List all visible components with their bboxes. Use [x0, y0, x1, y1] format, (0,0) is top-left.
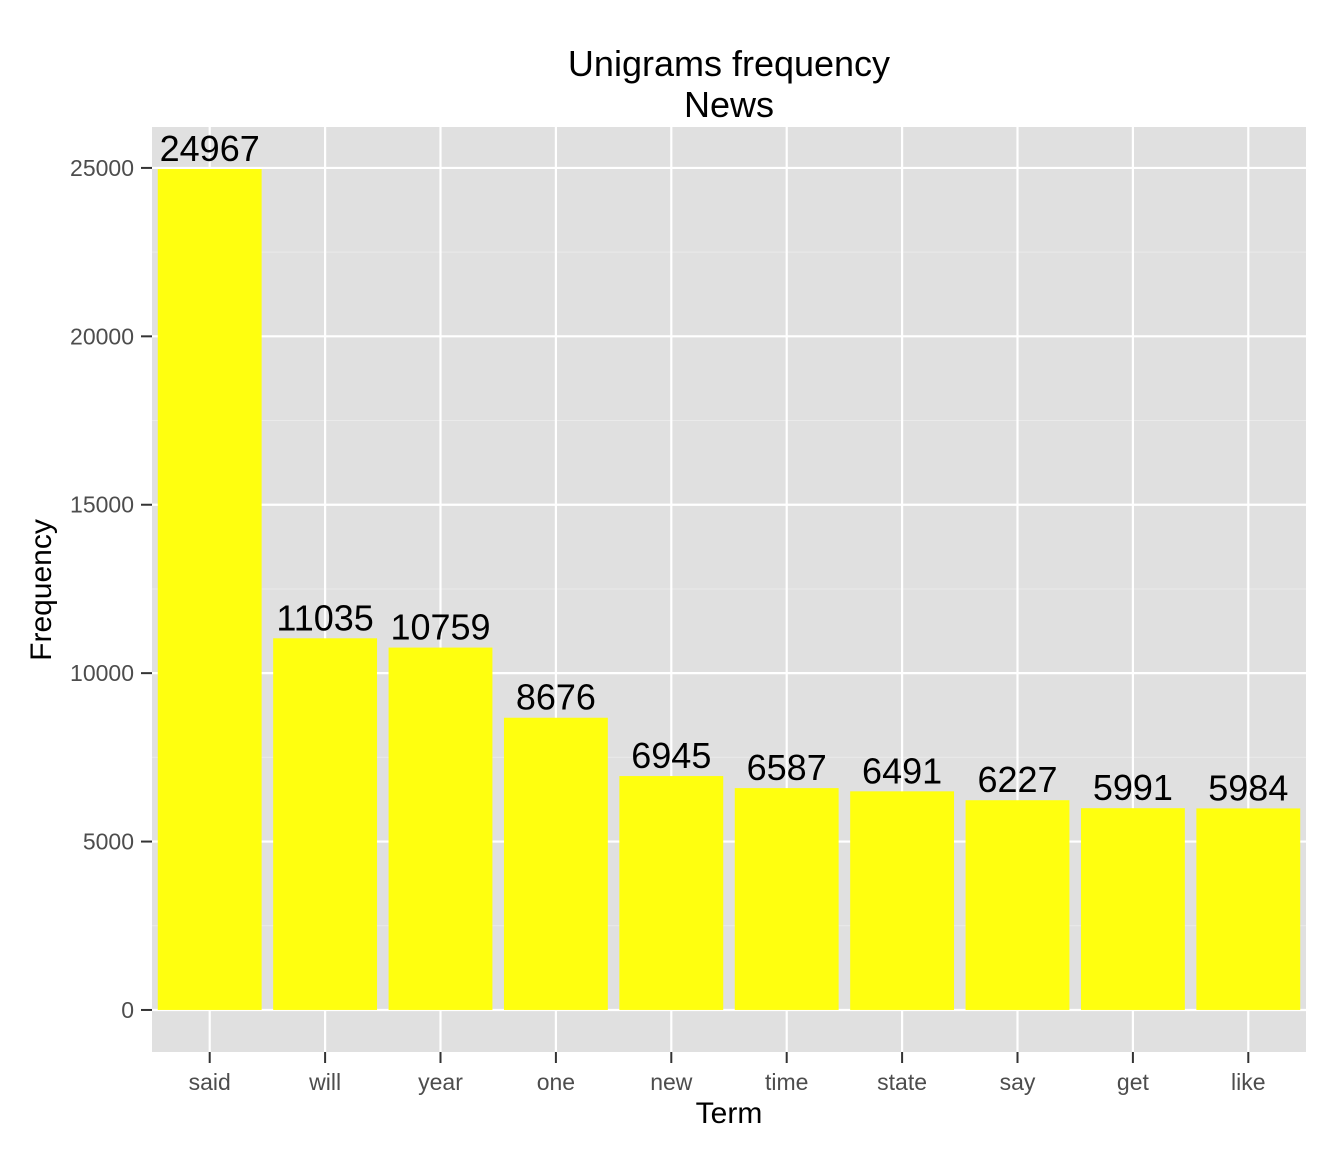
data-label-like: 5984	[1208, 767, 1288, 808]
x-tick-label-time: time	[765, 1069, 808, 1095]
y-tick-label: 15000	[70, 492, 134, 518]
x-tick-label-state: state	[877, 1069, 927, 1095]
x-tick-label-said: said	[189, 1069, 231, 1095]
bar-state	[850, 791, 955, 1010]
bar-time	[734, 788, 839, 1010]
y-tick-label: 20000	[70, 323, 134, 349]
y-tick-label: 0	[121, 997, 134, 1023]
bar-year	[388, 647, 493, 1010]
y-axis: 0 5000 10000 15000 20000 25000	[70, 155, 152, 1023]
x-tick-label-say: say	[1000, 1069, 1036, 1095]
y-tick-label: 25000	[70, 155, 134, 181]
y-axis-title: Frequency	[25, 519, 58, 661]
bar-one	[503, 717, 608, 1010]
data-label-new: 6945	[631, 735, 711, 776]
x-tick-label-will: will	[308, 1069, 341, 1095]
x-tick-label-year: year	[418, 1069, 463, 1095]
data-label-say: 6227	[977, 759, 1057, 800]
data-label-time: 6587	[747, 747, 827, 788]
bar-said	[157, 169, 262, 1010]
bar-will	[273, 638, 378, 1010]
bar-like	[1196, 808, 1301, 1010]
bar-new	[619, 776, 724, 1010]
y-tick-label: 10000	[70, 660, 134, 686]
bar-get	[1080, 808, 1185, 1010]
x-tick-label-like: like	[1231, 1069, 1266, 1095]
bars-group	[157, 169, 1301, 1010]
data-label-one: 8676	[516, 677, 596, 718]
y-tick-label: 5000	[83, 829, 134, 855]
x-axis-title: Term	[696, 1097, 763, 1130]
data-label-will: 11035	[276, 597, 373, 638]
x-axis: said will year one new time state say get like	[189, 1052, 1266, 1095]
bar-say	[965, 800, 1070, 1010]
data-label-said: 24967	[160, 128, 260, 169]
data-labels-group: 24967 11035 10759 8676 6945 6587 6491 6227 5991 5…	[160, 128, 1289, 808]
x-tick-label-one: one	[537, 1069, 575, 1095]
chart-title: Unigrams frequency	[568, 43, 890, 84]
chart-subtitle: News	[684, 84, 774, 125]
data-label-year: 10759	[390, 607, 490, 648]
data-label-get: 5991	[1093, 767, 1173, 808]
x-tick-label-get: get	[1117, 1069, 1150, 1095]
data-label-state: 6491	[862, 750, 942, 791]
x-tick-label-new: new	[650, 1069, 693, 1095]
